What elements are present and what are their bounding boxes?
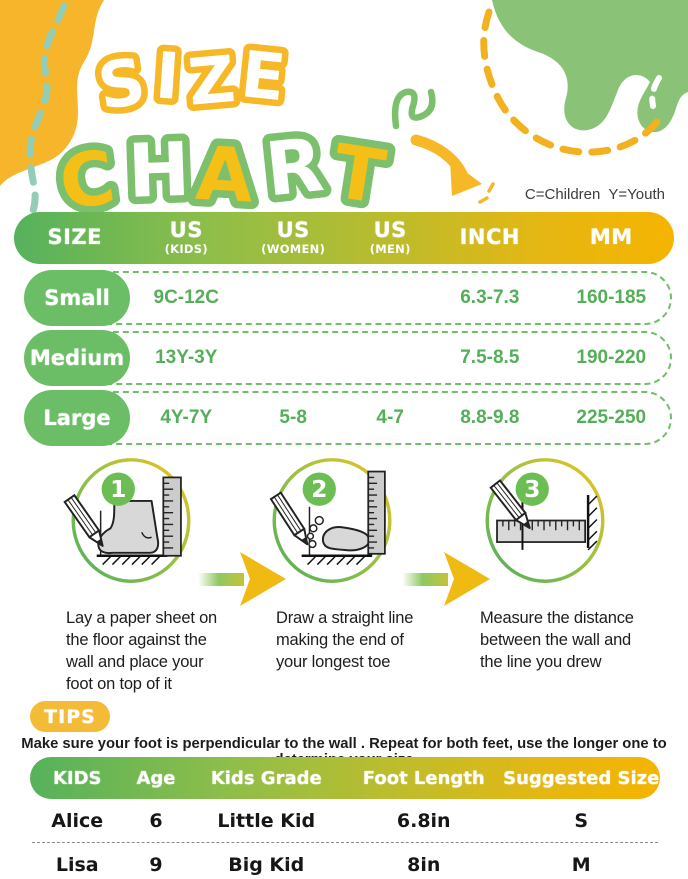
- title-letter: S: [93, 45, 150, 125]
- size-label-pill: Medium: [24, 330, 130, 386]
- cell-us-kids: 4Y-7Y: [160, 407, 213, 428]
- legend-abbreviations: C=Children Y=Youth: [524, 186, 665, 203]
- row-divider: [32, 842, 658, 843]
- title-letter: T: [327, 128, 391, 220]
- column-header-us-men: US (MEN): [369, 218, 411, 256]
- column-header-kids: KIDS: [52, 767, 102, 789]
- step-number-badge: 1: [110, 475, 126, 503]
- pencil-icon: [269, 491, 309, 546]
- measure-step-3: 3 Measure the distance between the wall …: [480, 450, 640, 674]
- measure-step-1: 1 Lay a paper sheet on the floor against…: [63, 450, 228, 696]
- cell-suggested-size: M: [571, 854, 591, 876]
- cell-mm: 160-185: [576, 287, 647, 308]
- title-letter: H: [127, 127, 192, 215]
- title-letter: A: [194, 131, 256, 220]
- size-label-pill: Small: [24, 270, 130, 326]
- step-number-badge: 2: [311, 475, 327, 503]
- green-blob-decoration: [492, 0, 688, 133]
- column-header-us-kids: US (KIDS): [164, 218, 208, 256]
- title-letter: R: [262, 122, 328, 213]
- cell-age: 6: [149, 810, 163, 832]
- example-table-header: KIDS Age Kids Grade Foot Length Suggeste…: [30, 757, 660, 799]
- title-letter: Z: [185, 43, 238, 121]
- cell-mm: 225-250: [576, 407, 647, 428]
- cell-mm: 190-220: [576, 347, 647, 368]
- table-row: Alice 6 Little Kid 6.8in S: [30, 800, 660, 842]
- column-header-inch: INCH: [459, 225, 520, 250]
- teal-dashed-squiggle: [26, 2, 68, 218]
- cell-name: Alice: [51, 810, 104, 832]
- column-header-us-women: US (WOMEN): [261, 218, 326, 256]
- right-arrow-icon: [198, 552, 286, 606]
- cell-name: Lisa: [55, 854, 99, 876]
- column-header-mm: MM: [589, 225, 633, 250]
- size-label-pill: Large: [24, 390, 130, 446]
- table-row-large: 4Y-7Y 5-8 4-7 8.8-9.8 225-250 Large: [14, 390, 674, 446]
- table-row-small: 9C-12C 6.3-7.3 160-185 Small: [14, 270, 674, 326]
- cell-inch: 6.3-7.3: [460, 287, 520, 308]
- arrow-head: [450, 160, 482, 196]
- title-letter: C: [54, 134, 120, 220]
- green-squiggle-decoration: [391, 88, 436, 130]
- title-letter: E: [238, 38, 289, 116]
- step1-text: Lay a paper sheet on the floor against t…: [66, 609, 218, 693]
- title-letter: I: [153, 39, 182, 114]
- size-table-header: SIZE US (KIDS) US (WOMEN) US (MEN) INCH …: [14, 212, 674, 264]
- table-row: Lisa 9 Big Kid 8in M: [30, 844, 660, 879]
- step3-text: Measure the distance between the wall an…: [480, 609, 634, 671]
- ruler-icon: [162, 476, 182, 557]
- size-table: SIZE US (KIDS) US (WOMEN) US (MEN) INCH …: [14, 212, 674, 446]
- cell-inch: 7.5-8.5: [460, 347, 520, 368]
- cell-foot-length: 8in: [407, 854, 441, 876]
- column-header-age: Age: [136, 767, 176, 789]
- yellow-dashed-curve: [480, 8, 664, 156]
- cell-us-kids: 9C-12C: [153, 287, 219, 308]
- table-row-medium: 13Y-3Y 7.5-8.5 190-220 Medium: [14, 330, 674, 386]
- step-number-badge: 3: [524, 475, 540, 503]
- cell-foot-length: 6.8in: [396, 810, 451, 832]
- cell-kids-grade: Little Kid: [217, 810, 316, 832]
- measure-step-2: 2 Draw a straight line making the end of…: [269, 450, 428, 674]
- cell-us-women: 5-8: [279, 407, 307, 428]
- pencil-icon: [489, 479, 531, 530]
- cell-us-kids: 13Y-3Y: [155, 347, 218, 368]
- white-dash-on-blob: [649, 75, 662, 109]
- cell-inch: 8.8-9.8: [460, 407, 520, 428]
- column-header-suggested-size: Suggested Size: [503, 767, 660, 789]
- pencil-icon: [63, 493, 104, 547]
- ruler-icon: [367, 470, 386, 555]
- arrow-sparkle: [478, 182, 495, 204]
- ruler-icon: [496, 519, 587, 543]
- cell-us-men: 4-7: [376, 407, 404, 428]
- wall-hatch: [586, 495, 598, 551]
- yellow-blob-decoration: [0, 0, 104, 186]
- title-size-chart: S I Z E C H A R T: [50, 32, 495, 220]
- step1-illustration: 1: [63, 458, 191, 583]
- step2-illustration: 2: [269, 458, 392, 583]
- step3-illustration: 3: [485, 458, 605, 583]
- step2-text: Draw a straight line making the end of y…: [276, 609, 414, 671]
- column-header-size: SIZE: [47, 225, 102, 250]
- column-header-foot-length: Foot Length: [362, 767, 485, 789]
- example-size-table: KIDS Age Kids Grade Foot Length Suggeste…: [30, 757, 660, 879]
- cell-age: 9: [149, 854, 163, 876]
- column-header-kids-grade: Kids Grade: [210, 767, 322, 789]
- cell-kids-grade: Big Kid: [228, 854, 305, 876]
- cell-suggested-size: S: [574, 810, 589, 832]
- tips-badge: TIPS: [30, 701, 110, 732]
- right-arrow-icon: [402, 552, 490, 606]
